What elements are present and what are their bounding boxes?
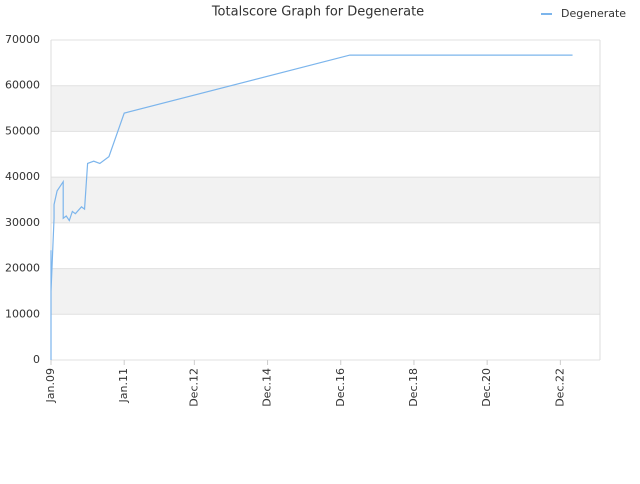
x-tick-label: Dec.22 [553, 368, 566, 407]
y-tick-label: 20000 [5, 262, 40, 275]
x-tick-label: Dec.18 [407, 368, 420, 407]
y-tick-label: 70000 [5, 33, 40, 46]
x-tick-label: Dec.12 [187, 368, 200, 407]
y-tick-label: 10000 [5, 307, 40, 320]
y-tick-label: 30000 [5, 216, 40, 229]
grid-band [51, 268, 600, 315]
grid-band [51, 177, 600, 223]
x-tick-label: Jan.11 [117, 368, 130, 403]
x-tick-label: Dec.20 [480, 368, 493, 407]
legend-label: Degenerate [561, 7, 626, 20]
x-tick-label: Dec.16 [334, 368, 347, 407]
x-tick-label: Jan.09 [44, 368, 57, 403]
y-tick-label: 60000 [5, 79, 40, 92]
y-tick-label: 0 [33, 353, 40, 366]
x-tick-label: Dec.14 [261, 368, 274, 407]
data-line [50, 54, 573, 360]
y-tick-label: 50000 [5, 124, 40, 137]
grid-band [51, 85, 600, 132]
y-tick-label: 40000 [5, 170, 40, 183]
chart-title: Totalscore Graph for Degenerate [211, 5, 424, 20]
